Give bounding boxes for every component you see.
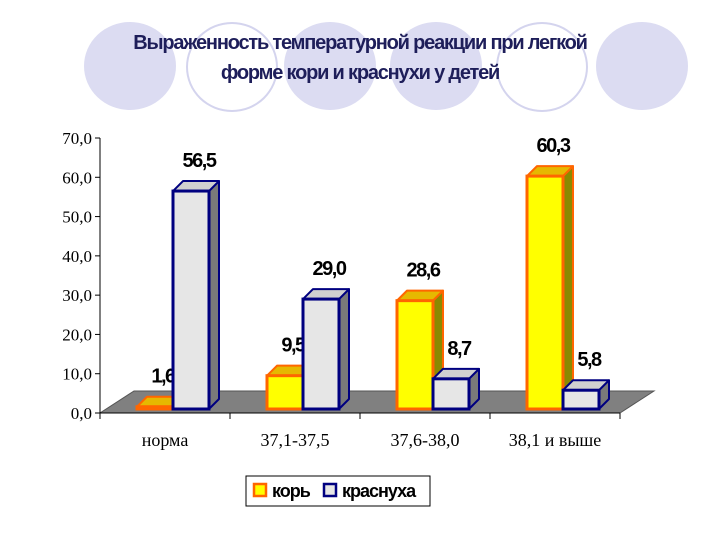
y-tick-label: 30,0 (62, 286, 92, 305)
x-category-label: 38,1 и выше (509, 430, 602, 450)
decor-circle (284, 22, 376, 110)
chart-title-line: форме кори и краснухи у детей (220, 62, 501, 84)
legend-swatch (322, 482, 338, 498)
y-tick-label: 0,0 (71, 404, 92, 423)
y-tick-label: 70,0 (62, 129, 92, 148)
chart-title-line: Выраженность температурной реакции при л… (133, 32, 588, 54)
bar (171, 189, 211, 411)
y-tick-label: 50,0 (62, 208, 92, 227)
bar (561, 388, 601, 411)
data-label: 8,7 (447, 338, 472, 360)
y-tick-label: 60,0 (62, 168, 92, 187)
legend-label: краснуха (342, 481, 417, 501)
y-tick-label: 40,0 (62, 247, 92, 266)
data-label: 60,3 (537, 135, 571, 157)
decor-circle (596, 22, 688, 110)
y-tick-label: 10,0 (62, 365, 92, 384)
legend-swatch (252, 482, 268, 498)
bar (395, 299, 435, 411)
decor-circle (496, 22, 588, 112)
data-label: 29,0 (313, 258, 347, 280)
data-label: 56,5 (183, 150, 217, 172)
decor-circle (390, 22, 482, 110)
bar (431, 377, 471, 411)
bar (525, 174, 565, 411)
legend-label: корь (272, 481, 311, 501)
legend-box (245, 475, 431, 507)
decor-circle (186, 22, 278, 112)
data-label: 1,6 (151, 366, 176, 388)
data-label: 5,8 (577, 349, 602, 371)
data-label: 9,5 (281, 335, 306, 357)
y-tick-label: 20,0 (62, 325, 92, 344)
x-category-label: 37,6-38,0 (391, 430, 460, 450)
data-label: 28,6 (407, 260, 441, 282)
decor-circle (84, 22, 176, 110)
x-category-label: 37,1-37,5 (261, 430, 330, 450)
bar (265, 374, 305, 411)
bar (301, 297, 341, 411)
bar (135, 405, 175, 411)
x-category-label: норма (142, 430, 189, 450)
chart-title: Выраженность температурной реакции при л… (40, 28, 680, 88)
